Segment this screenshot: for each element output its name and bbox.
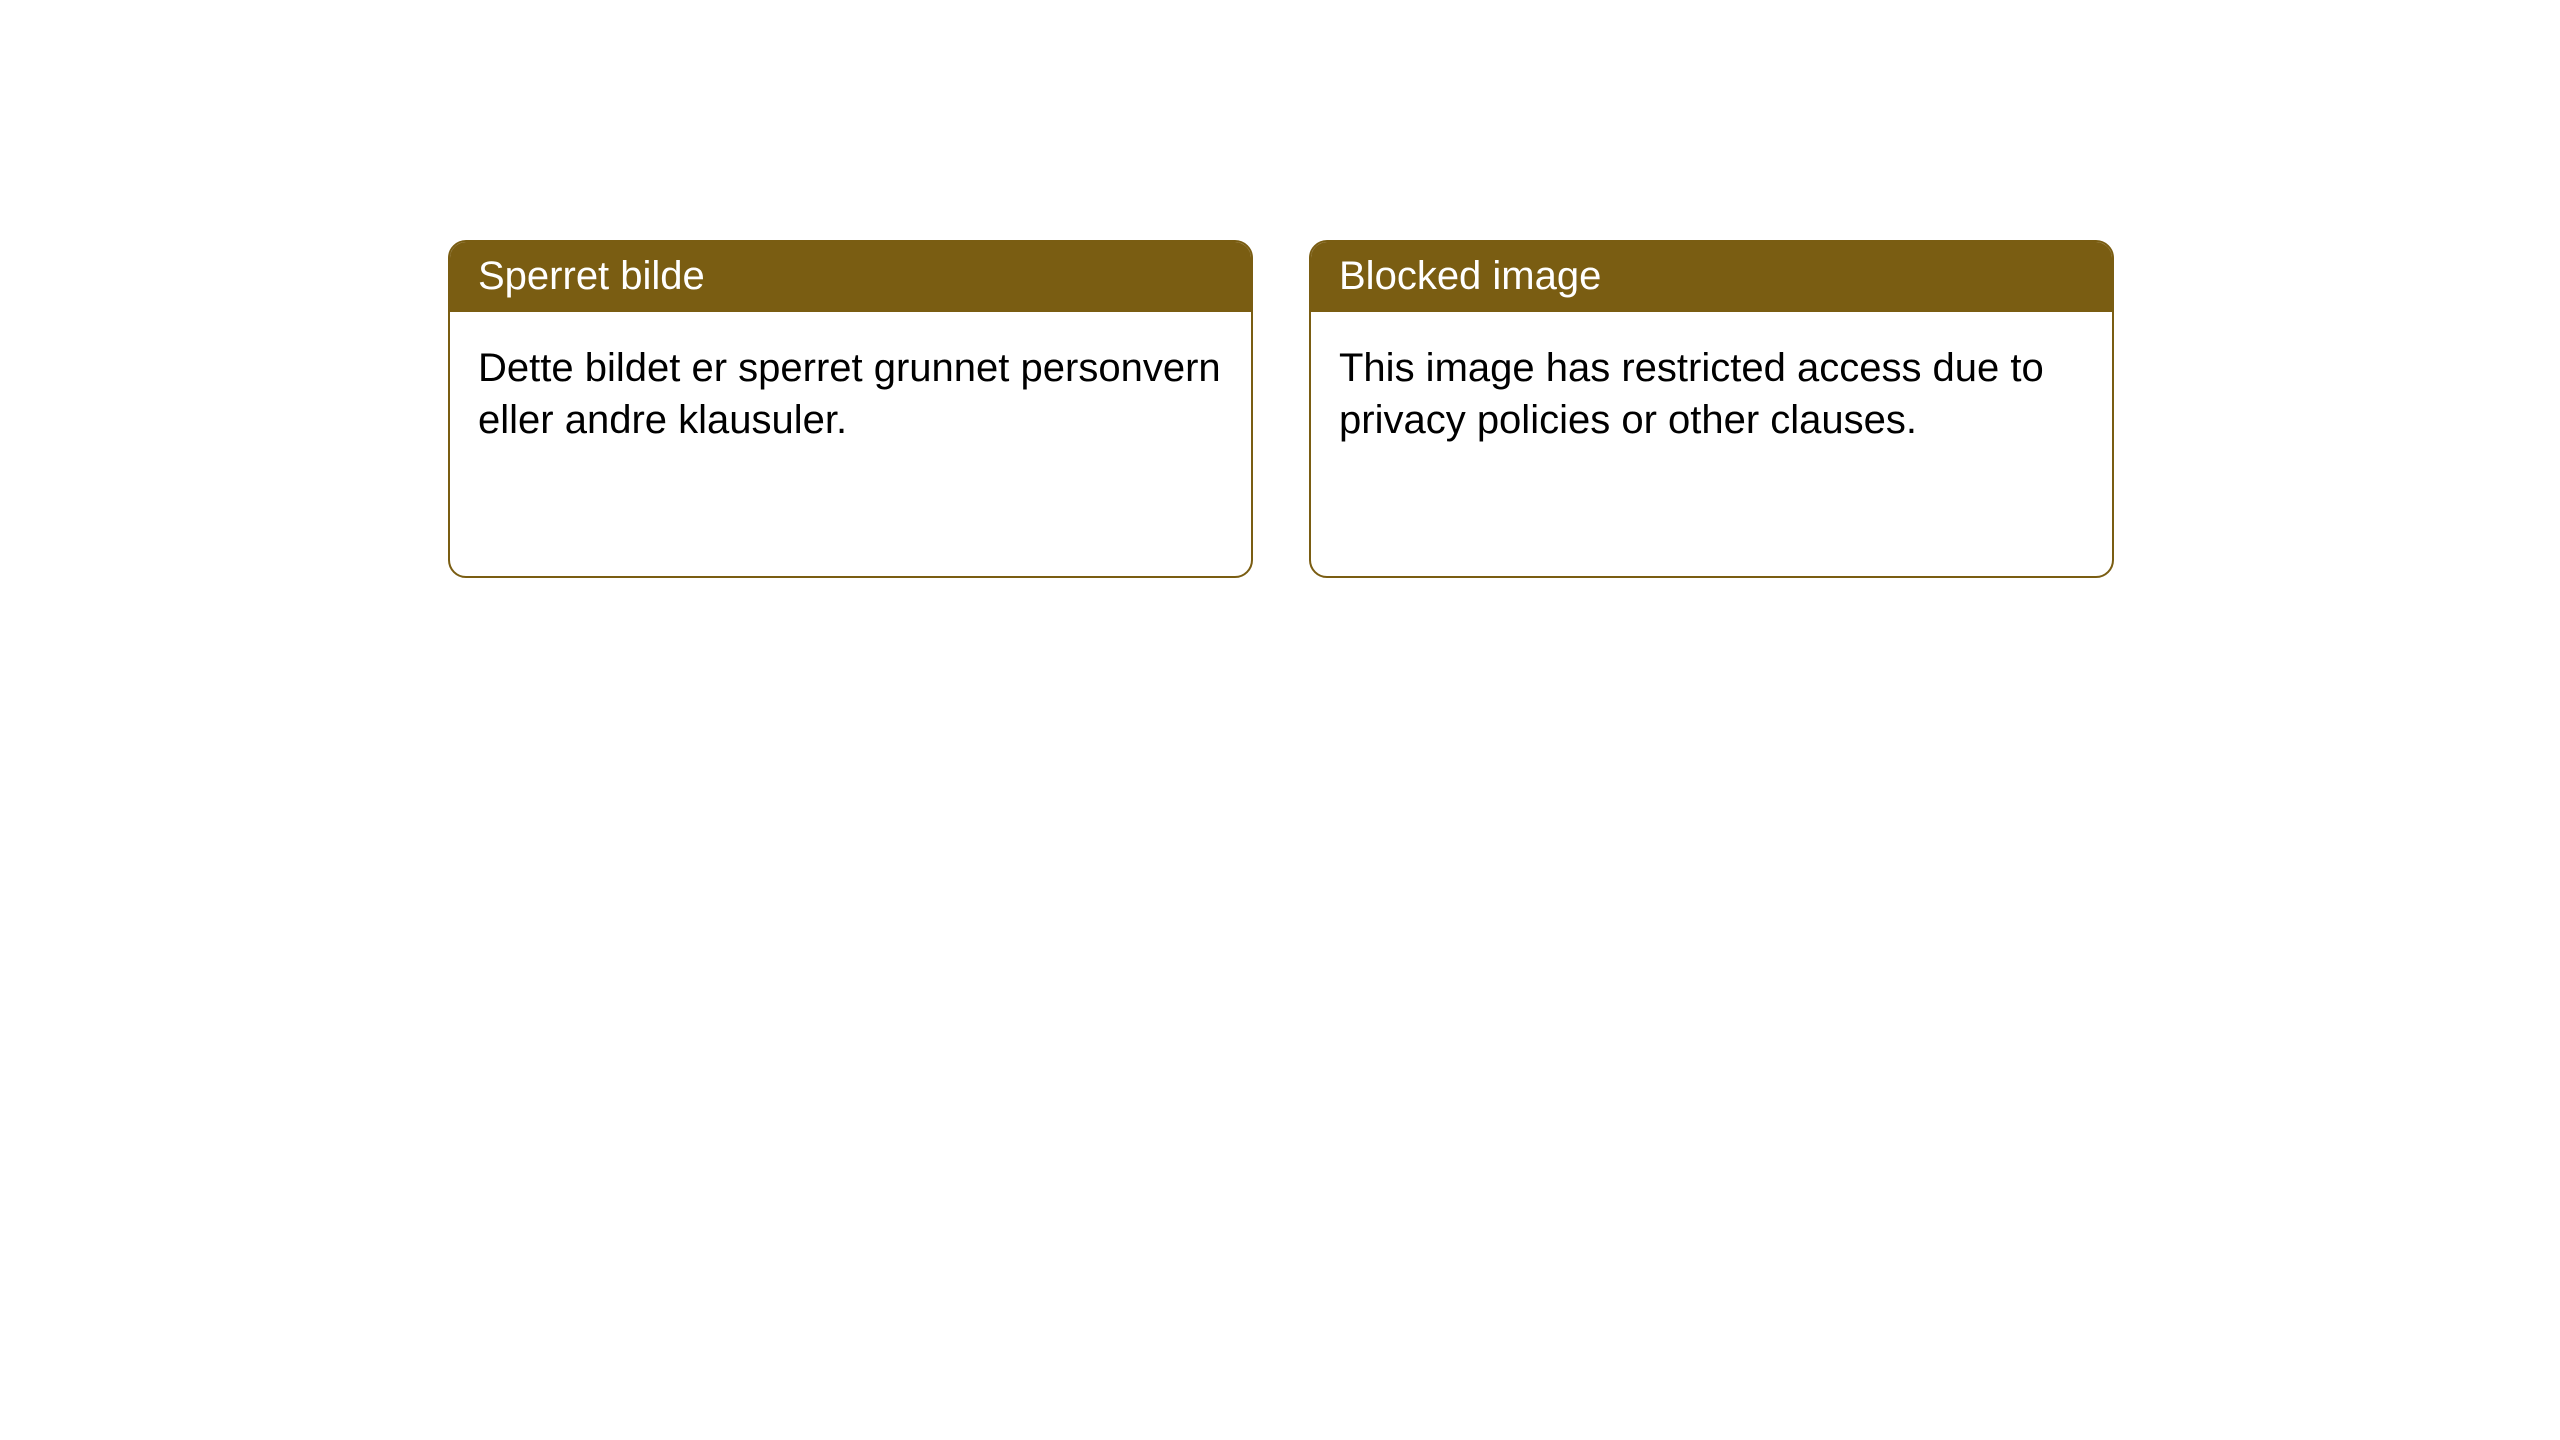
notice-card-body: This image has restricted access due to …	[1311, 312, 2112, 476]
notice-card-title: Blocked image	[1311, 242, 2112, 312]
notice-card-container: Sperret bilde Dette bildet er sperret gr…	[448, 240, 2114, 578]
notice-card-english: Blocked image This image has restricted …	[1309, 240, 2114, 578]
notice-card-body: Dette bildet er sperret grunnet personve…	[450, 312, 1251, 476]
notice-card-title: Sperret bilde	[450, 242, 1251, 312]
notice-card-norwegian: Sperret bilde Dette bildet er sperret gr…	[448, 240, 1253, 578]
